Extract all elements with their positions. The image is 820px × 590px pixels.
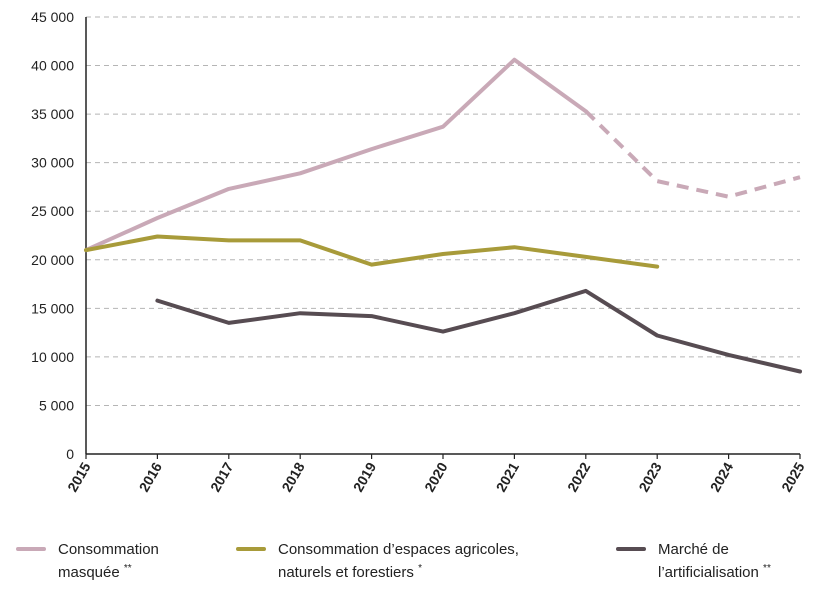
gridlines xyxy=(86,16,800,406)
x-tick-label: 2025 xyxy=(778,459,808,494)
x-tick-label: 2018 xyxy=(278,459,308,494)
x-tick-label: 2024 xyxy=(707,459,737,494)
y-tick-label: 15 000 xyxy=(31,300,74,316)
axes xyxy=(85,17,801,459)
series-lines xyxy=(84,57,802,374)
legend-label-line1: Consommation d’espaces agricoles, xyxy=(278,541,519,558)
x-tick-labels: 2015 2016 2017 2018 2019 2020 2021 2022 2023 2024… xyxy=(64,459,808,494)
y-tick-label: 25 000 xyxy=(31,203,74,219)
legend-label-line1: Consommation xyxy=(58,541,159,558)
legend-label-line1: Marché de xyxy=(658,541,729,558)
legend-marker: ** xyxy=(123,563,132,574)
series-line-0-projection xyxy=(584,109,801,199)
legend-swatch xyxy=(616,547,646,551)
legend-swatch xyxy=(236,547,266,551)
y-tick-label: 35 000 xyxy=(31,106,74,122)
y-tick-label: 20 000 xyxy=(31,252,74,268)
legend-marker: * xyxy=(418,563,422,574)
legend-label-line2: masquée xyxy=(58,564,120,581)
x-tick-label: 2019 xyxy=(350,459,380,494)
legend-label-line2: l’artificialisation xyxy=(658,564,759,581)
series-line-2 xyxy=(155,288,802,374)
legend-label: Marché de l’artificialisation ** xyxy=(658,540,771,582)
legend-swatch xyxy=(16,547,46,551)
y-tick-label: 30 000 xyxy=(31,155,74,171)
y-tick-label: 10 000 xyxy=(31,349,74,365)
y-tick-label: 45 000 xyxy=(31,9,74,25)
y-tick-label: 0 xyxy=(66,446,74,462)
x-tick-label: 2017 xyxy=(207,459,237,494)
x-tick-label: 2021 xyxy=(493,459,523,494)
y-tick-labels: 0 5 000 10 000 15 000 20 000 25 000 30 000 35 0… xyxy=(31,9,74,462)
x-tick-label: 2015 xyxy=(64,459,94,494)
series-line-1 xyxy=(84,234,660,269)
x-tick-label: 2020 xyxy=(421,459,451,494)
y-tick-label: 40 000 xyxy=(31,58,74,74)
x-tick-label: 2016 xyxy=(136,459,166,494)
y-tick-label: 5 000 xyxy=(39,397,74,413)
legend-label-line2: naturels et forestiers xyxy=(278,564,414,581)
legend-label: Consommation masquée ** xyxy=(58,540,159,582)
legend-label: Consommation d’espaces agricoles, nature… xyxy=(278,540,519,582)
series-line-0 xyxy=(84,57,588,253)
legend-marker: ** xyxy=(763,563,771,574)
x-tick-label: 2023 xyxy=(635,459,665,494)
x-tick-label: 2022 xyxy=(564,459,594,494)
